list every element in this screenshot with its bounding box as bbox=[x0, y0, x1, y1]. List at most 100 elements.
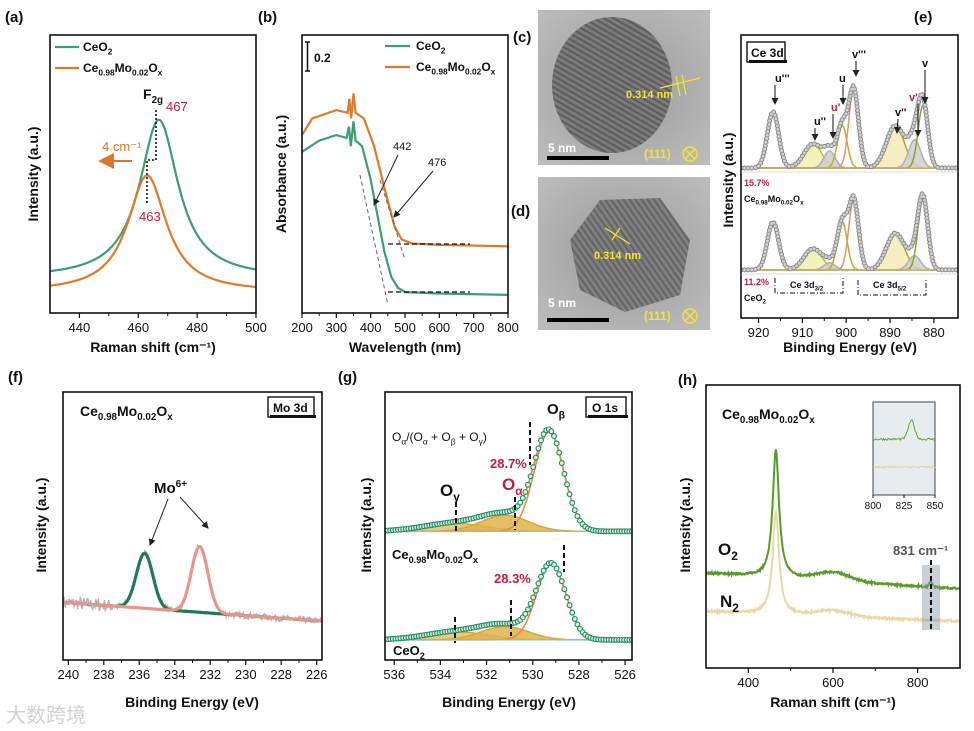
x-tick-label: 526 bbox=[614, 667, 636, 682]
series-line-ceo2 bbox=[50, 118, 256, 273]
series-label-o2: O2 bbox=[718, 540, 738, 563]
x-tick-label: 890 bbox=[879, 325, 901, 340]
peak-label-u1: u' bbox=[831, 102, 841, 114]
mo6-arrow-icon bbox=[148, 498, 169, 546]
f2g-label: F2g bbox=[143, 86, 163, 106]
x-tick-label: 528 bbox=[568, 667, 590, 682]
data-point bbox=[517, 499, 524, 506]
x-axis-label-h: Raman shift (cm⁻¹) bbox=[770, 694, 896, 710]
data-point bbox=[540, 431, 547, 438]
band-831-label: 831 cm⁻¹ bbox=[893, 543, 948, 558]
x-tick-label: 800 bbox=[497, 320, 519, 335]
data-point bbox=[532, 587, 539, 594]
peak-shift-guide bbox=[146, 110, 157, 205]
plot-area bbox=[741, 79, 958, 273]
data-point bbox=[548, 428, 555, 435]
o-gamma-label: Oγ bbox=[440, 481, 460, 504]
panel-h-annotations: Ce0.98Mo0.02Ox O2 N2 831 cm⁻¹ Intensity … bbox=[677, 406, 948, 710]
chart-panel-g: 536 534 532 530 528 526 bbox=[383, 391, 636, 682]
x-tick-label: 230 bbox=[235, 667, 257, 682]
mo3d-title: Mo 3d bbox=[273, 401, 308, 415]
x-tick-label: 200 bbox=[291, 320, 313, 335]
y-axis-label-b: Absorbance (a.u.) bbox=[273, 115, 289, 233]
sample-label-h: Ce0.98Mo0.02Ox bbox=[722, 406, 815, 426]
data-point bbox=[525, 606, 531, 613]
x-tick-label: 920 bbox=[748, 325, 770, 340]
ce3-fraction-ceo2: 11.2% bbox=[744, 277, 769, 287]
ratio-mo: 28.7% bbox=[490, 456, 527, 471]
panel-f-annotations: Ce0.98Mo0.02Ox Mo 3d Mo6+ Intensity (a.u… bbox=[33, 396, 316, 710]
component-fill bbox=[741, 125, 958, 168]
region-label-3d52: Ce 3d5/2 bbox=[873, 280, 907, 293]
legend-label-mo: Ce0.98Mo0.02Ox bbox=[83, 61, 163, 78]
series-line-ce0-98mo0-02ox bbox=[302, 93, 508, 248]
plot-area bbox=[385, 426, 632, 643]
plot-frame bbox=[740, 34, 959, 319]
x-axis-label-b: Wavelength (nm) bbox=[349, 339, 461, 355]
component-fill bbox=[741, 255, 958, 270]
chart-panel-a: 440 460 480 500 bbox=[49, 34, 267, 335]
chart-panel-f: 240 238 236 234 232 230 228 226 bbox=[57, 391, 328, 682]
data-point bbox=[574, 513, 581, 520]
peak-label-v3: v''' bbox=[852, 49, 866, 61]
legend-label-ceo2-b: CeO2 bbox=[416, 39, 446, 56]
tangent-edge-ceo2 bbox=[359, 174, 389, 306]
inset-tick-label: 850 bbox=[927, 501, 944, 512]
inset-line-n2 bbox=[873, 465, 936, 469]
peak-guide-lines bbox=[454, 422, 565, 643]
x-tick-label: 226 bbox=[306, 667, 328, 682]
bracket-3d52 bbox=[857, 280, 927, 296]
data-point bbox=[530, 594, 537, 601]
x-axis-label-e: Binding Energy (eV) bbox=[783, 339, 917, 355]
x-tick-label: 300 bbox=[325, 320, 347, 335]
scale-bar-label-d: 5 nm bbox=[548, 296, 576, 310]
data-point bbox=[553, 565, 560, 572]
scale-bar bbox=[305, 41, 310, 72]
panel-label-d: (d) bbox=[511, 203, 530, 220]
x-tick-label: 800 bbox=[907, 675, 929, 690]
sample-label-mo-e: Ce0.98Mo0.02Ox bbox=[744, 194, 804, 207]
watermark: 大数跨境 bbox=[6, 704, 86, 727]
scale-bar-label-c: 5 nm bbox=[548, 141, 576, 155]
inset-chart: 800 825 850 bbox=[865, 401, 944, 512]
data-point bbox=[532, 454, 539, 461]
scale-bar-label: 0.2 bbox=[314, 51, 331, 65]
data-point bbox=[551, 433, 557, 440]
edge-476-label: 476 bbox=[428, 157, 446, 169]
x-tick-label: 600 bbox=[428, 320, 450, 335]
zone-axis-icon bbox=[682, 308, 698, 324]
tem-image-d: 0.314 nm 5 nm (111) bbox=[538, 177, 710, 330]
x-tick-label: 460 bbox=[127, 320, 149, 335]
panel-b-annotations: 0.2 CeO2 Ce0.98Mo0.02Ox 442 476 Absorban… bbox=[273, 39, 496, 355]
component-fit bbox=[63, 544, 322, 623]
series-line-n2 bbox=[706, 507, 960, 625]
ratio-ceo2: 28.3% bbox=[494, 571, 531, 586]
data-point bbox=[564, 594, 570, 601]
zone-axis-icon bbox=[682, 146, 698, 162]
x-tick-label: 500 bbox=[245, 320, 267, 335]
lattice-spacing-c: 0.314 nm bbox=[626, 89, 673, 101]
plot-area bbox=[706, 449, 960, 625]
shift-4cm-label: 4 cm⁻¹ bbox=[102, 139, 142, 154]
peak-label-u: u bbox=[839, 73, 846, 85]
data-point bbox=[561, 470, 568, 477]
region-label-3d32: Ce 3d3/2 bbox=[790, 280, 824, 293]
peak-label-v2: v'' bbox=[895, 107, 907, 119]
raw-data-points bbox=[741, 81, 958, 170]
band-highlight bbox=[922, 565, 940, 630]
plot-frame bbox=[49, 34, 257, 314]
y-axis-label-g: Intensity (a.u.) bbox=[358, 478, 374, 573]
o-alpha-label: Oα bbox=[502, 475, 523, 498]
x-tick-label: 440 bbox=[69, 320, 91, 335]
data-point bbox=[540, 567, 547, 574]
data-point bbox=[556, 449, 563, 456]
component-fill bbox=[385, 626, 632, 640]
x-tick-label: 400 bbox=[737, 675, 759, 690]
x-tick-label: 400 bbox=[360, 320, 382, 335]
x-tick-label: 910 bbox=[792, 325, 814, 340]
data-point bbox=[569, 609, 576, 616]
component-fill bbox=[741, 233, 958, 270]
data-point bbox=[553, 440, 560, 447]
plot-frame bbox=[384, 391, 633, 661]
panel-label-g: (g) bbox=[338, 369, 357, 386]
